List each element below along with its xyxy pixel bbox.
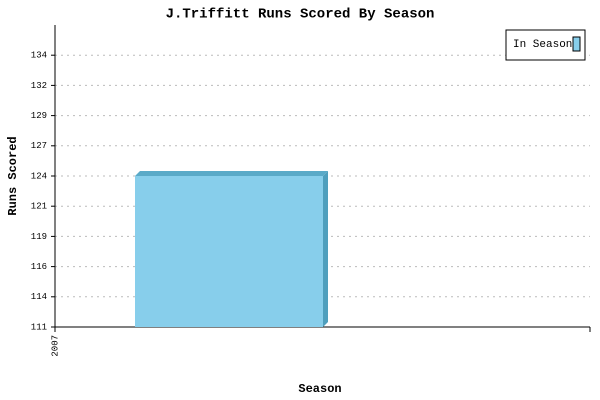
y-tick-label: 114 bbox=[31, 292, 47, 302]
y-tick-label: 121 bbox=[31, 202, 47, 212]
chart-title: J.Triffitt Runs Scored By Season bbox=[166, 7, 435, 23]
legend-box bbox=[505, 29, 586, 61]
y-tick-label: 129 bbox=[31, 111, 47, 121]
y-tick-label: 119 bbox=[31, 232, 47, 242]
y-tick-label: 127 bbox=[31, 141, 47, 151]
y-tick-label: 134 bbox=[31, 51, 47, 61]
legend-swatch bbox=[572, 36, 581, 52]
bar-top bbox=[135, 171, 328, 176]
y-tick-label: 116 bbox=[31, 262, 47, 272]
legend-label: In Season bbox=[513, 39, 572, 51]
y-axis-label: Runs Scored bbox=[6, 136, 20, 215]
x-tick-label: 2007 bbox=[50, 335, 60, 357]
x-axis-label: Season bbox=[298, 382, 341, 396]
bar bbox=[135, 176, 323, 327]
y-tick-label: 124 bbox=[31, 171, 47, 181]
y-tick-label: 132 bbox=[31, 81, 47, 91]
y-tick-label: 111 bbox=[31, 322, 47, 332]
bar-side bbox=[323, 171, 328, 327]
